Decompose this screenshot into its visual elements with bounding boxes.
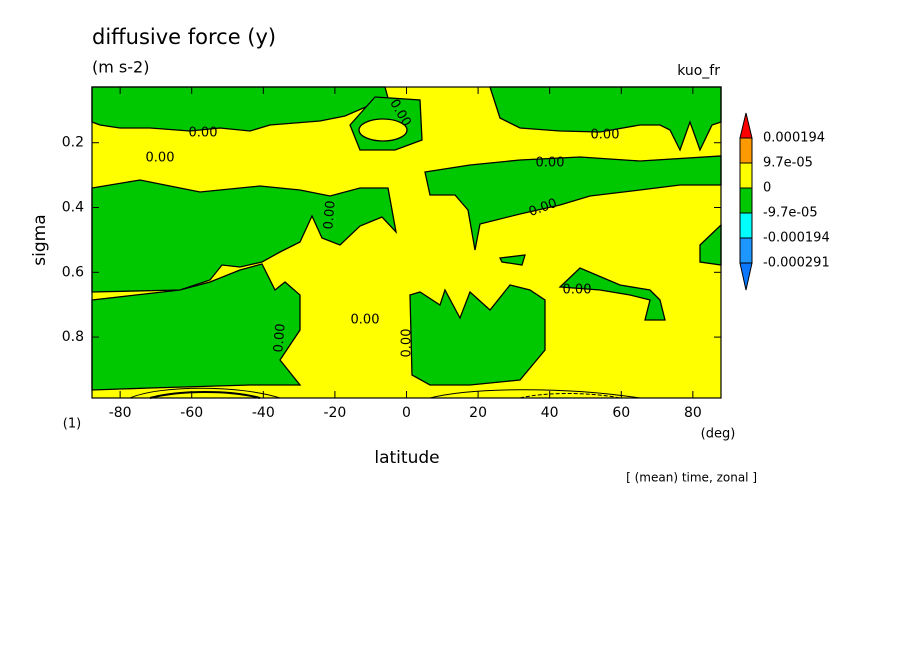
colorbar-box xyxy=(739,237,753,264)
colorbar-triangle xyxy=(739,262,753,291)
x-tick-label: -80 xyxy=(109,405,132,421)
contour-line xyxy=(519,393,621,399)
colorbar-box xyxy=(739,212,753,239)
x-tick-label: 0 xyxy=(402,405,411,421)
field xyxy=(91,86,722,399)
colorbar-label: 9.7e-05 xyxy=(763,156,813,171)
colorbar-label: -0.000194 xyxy=(763,231,830,246)
colorbar-box xyxy=(739,162,753,189)
note: [ (mean) time, zonal ] xyxy=(626,471,757,485)
colorbar-triangle xyxy=(739,112,753,139)
colorbar-box xyxy=(739,187,753,214)
colorbar-label: -0.000291 xyxy=(763,256,830,271)
negative-region xyxy=(91,179,398,293)
units: (m s-2) xyxy=(92,58,149,77)
x-unit: (deg) xyxy=(701,427,736,442)
x-tick-label: 40 xyxy=(541,405,559,421)
contour-line xyxy=(149,391,261,399)
contour-label: 0.00 xyxy=(321,200,338,230)
negative-region xyxy=(424,155,722,251)
contour-label: 0.00 xyxy=(271,323,288,353)
x-tick-label: 80 xyxy=(684,405,702,421)
contour-label: 0.00 xyxy=(563,283,592,298)
x-tick-label: -40 xyxy=(252,405,275,421)
y-label: sigma xyxy=(30,214,50,265)
negative-region xyxy=(489,86,722,152)
y-tick-label: 0.2 xyxy=(62,135,84,151)
contour-line xyxy=(129,387,281,399)
y-unit: (1) xyxy=(63,417,81,432)
y-tick-label: 0.6 xyxy=(62,264,84,280)
colorbar-box xyxy=(739,137,753,164)
x-tick-label: -20 xyxy=(323,405,346,421)
y-tick-label: 0.4 xyxy=(62,200,84,216)
variable: kuo_fr xyxy=(677,63,720,79)
x-label: latitude xyxy=(374,448,439,468)
negative-region xyxy=(91,263,302,391)
x-tick-label: 20 xyxy=(469,405,487,421)
positive-region xyxy=(358,118,408,142)
negative-region xyxy=(558,267,666,321)
contour-label: 0.00 xyxy=(536,156,565,171)
contour-label: 0.00 xyxy=(189,126,218,141)
title: diffusive force (y) xyxy=(92,25,276,49)
colorbar-label: -9.7e-05 xyxy=(763,206,818,221)
contour-label: 0.00 xyxy=(591,128,620,143)
y-tick-label: 0.8 xyxy=(62,329,84,345)
contour-label: 0.00 xyxy=(351,313,380,328)
contour-label: 0.00 xyxy=(146,151,175,166)
x-tick-label: -60 xyxy=(180,405,203,421)
contour-line xyxy=(429,389,641,399)
x-tick-label: 60 xyxy=(612,405,630,421)
negative-region xyxy=(499,254,526,266)
contour-label: 0.00 xyxy=(400,329,415,358)
negative-region xyxy=(409,284,546,386)
colorbar-label: 0.000194 xyxy=(763,131,825,146)
colorbar-label: 0 xyxy=(763,181,771,196)
